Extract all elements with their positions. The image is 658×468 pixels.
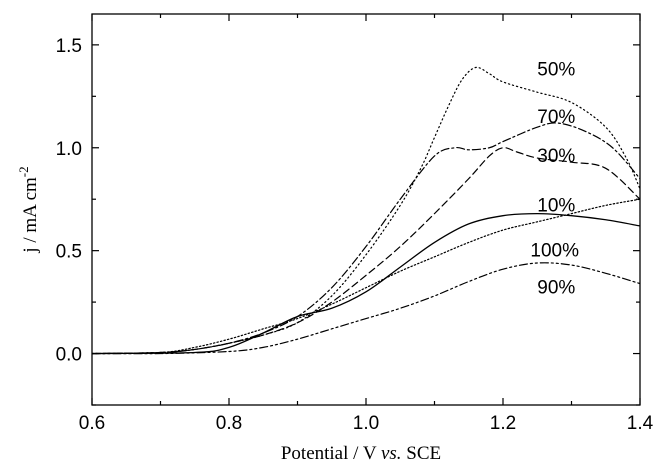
series-line-30pct bbox=[92, 147, 640, 355]
x-tick-label: 1.0 bbox=[353, 413, 379, 434]
y-axis-title: j / mA cm-2 bbox=[16, 166, 41, 253]
series-label: 30% bbox=[537, 146, 575, 167]
series-line-90pct bbox=[92, 262, 640, 355]
series-label: 70% bbox=[537, 107, 575, 128]
x-tick-label: 0.6 bbox=[79, 413, 105, 434]
y-tick-label: 1.5 bbox=[56, 36, 82, 57]
series-label: 10% bbox=[537, 195, 575, 216]
y-tick-label: 1.0 bbox=[56, 139, 82, 160]
x-tick-label: 1.2 bbox=[490, 413, 516, 434]
series-label: 50% bbox=[537, 60, 575, 81]
axes bbox=[91, 13, 641, 406]
series-label: 100% bbox=[530, 241, 579, 262]
y-tick-label: 0.0 bbox=[56, 345, 82, 366]
series-label: 90% bbox=[537, 278, 575, 299]
y-tick-label: 0.5 bbox=[56, 242, 82, 263]
x-axis-title: Potential / V vs. SCE bbox=[281, 443, 441, 464]
plot-area bbox=[92, 66, 640, 355]
series-line-70pct bbox=[92, 122, 640, 355]
labels: 0.6 0.8 1.0 1.2 1.4 0.0 0.5 1.0 1.5 Potential / V… bbox=[16, 36, 654, 464]
x-tick-label: 0.8 bbox=[216, 413, 242, 434]
series-line-100pct bbox=[92, 198, 640, 355]
series-line-10pct bbox=[92, 212, 640, 355]
x-tick-label: 1.4 bbox=[627, 413, 654, 434]
